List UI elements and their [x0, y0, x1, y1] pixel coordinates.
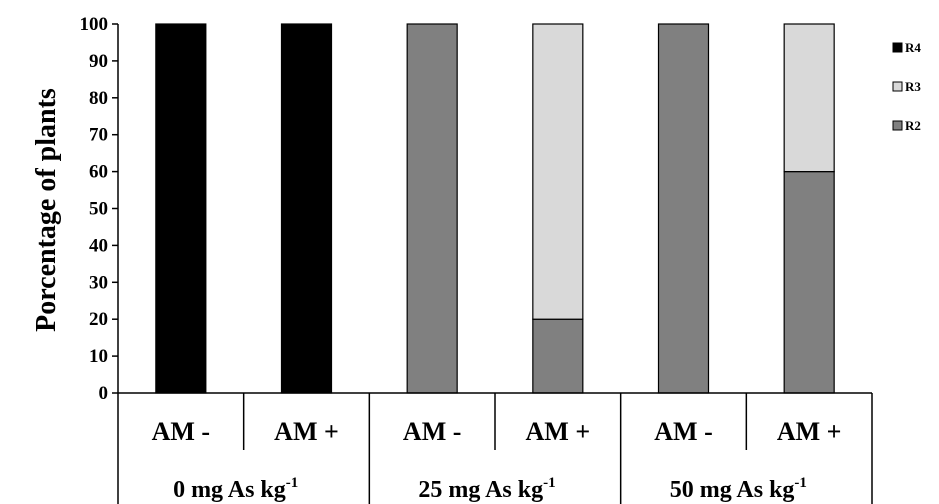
category-label: AM -: [654, 417, 712, 446]
bar-r3-4: [532, 23, 584, 320]
category-label: AM +: [526, 417, 591, 446]
bar-r2-4: [532, 318, 584, 394]
legend-swatch-r3: [892, 81, 903, 92]
y-tick-label: 70: [89, 125, 108, 146]
legend-label-r2: R2: [905, 118, 921, 133]
category-table: AM - AM + AM - AM + AM - AM + 0 mg As kg-1 25 m…: [117, 393, 873, 504]
legend-label-r3: R3: [905, 79, 921, 94]
bar-r2-3: [406, 23, 458, 394]
y-tick-label: 40: [89, 235, 108, 256]
y-tick-label: 0: [99, 383, 109, 404]
bars-layer: [155, 23, 835, 394]
y-ticks-layer: 0 10 20 30 40 50 60 70 80 90 100: [80, 14, 118, 404]
y-tick-label: 90: [89, 51, 108, 72]
bar-r4-2: [280, 23, 333, 394]
legend: R4 R3 R2: [892, 40, 921, 133]
bar-r2-6: [783, 171, 835, 394]
y-tick-label: 20: [89, 309, 108, 330]
group-label: 0 mg As kg-1: [173, 475, 298, 503]
y-axis-title: Porcentage of plants: [31, 88, 62, 332]
category-label: AM -: [403, 417, 461, 446]
category-label: AM +: [274, 417, 339, 446]
y-tick-label: 50: [89, 199, 108, 220]
legend-swatch-r2: [892, 120, 903, 131]
y-tick-label: 60: [89, 162, 108, 183]
axes-layer: [117, 24, 872, 394]
y-tick-label: 100: [80, 14, 109, 35]
group-label: 25 mg As kg-1: [418, 475, 555, 503]
bar-r4-1: [155, 23, 207, 394]
legend-swatch-r4: [892, 42, 903, 53]
legend-label-r4: R4: [905, 40, 921, 55]
bar-r2-5: [657, 23, 710, 394]
category-label: AM +: [777, 417, 842, 446]
y-tick-label: 80: [89, 88, 108, 109]
group-label: 50 mg As kg-1: [670, 475, 807, 503]
category-label: AM -: [152, 417, 210, 446]
y-tick-label: 10: [89, 346, 108, 367]
y-tick-label: 30: [89, 272, 108, 293]
bar-r3-6: [783, 23, 835, 173]
